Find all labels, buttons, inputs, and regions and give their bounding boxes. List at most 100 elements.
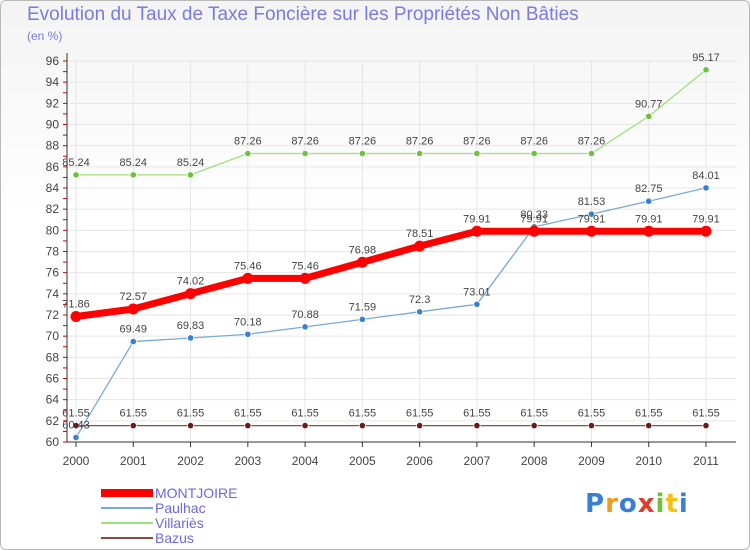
y-tick-label: 94 [46, 75, 60, 89]
data-label: 90.77 [635, 98, 663, 110]
data-point [358, 149, 366, 158]
data-label: 61.55 [234, 408, 262, 420]
data-label: 61.55 [520, 408, 548, 420]
data-label: 72.57 [120, 291, 148, 303]
data-point [301, 323, 309, 331]
x-tick-label: 2004 [292, 454, 319, 468]
data-point [416, 421, 424, 430]
data-point [414, 240, 426, 252]
legend-swatch-paulhac [101, 507, 153, 509]
data-label: 69.49 [120, 324, 148, 336]
x-tick-label: 2006 [406, 454, 433, 468]
data-point [473, 300, 481, 308]
data-point [530, 421, 538, 430]
data-label: 70.88 [291, 309, 319, 321]
series-line [75, 69, 707, 176]
chart-title: Evolution du Taux de Taxe Foncière sur l… [27, 4, 579, 25]
legend-label: Villariès [155, 515, 204, 531]
data-point [643, 225, 655, 237]
y-tick-label: 66 [46, 372, 60, 386]
legend-swatch-bazus [101, 537, 153, 539]
data-point [645, 197, 653, 205]
data-label: 85.24 [177, 157, 205, 169]
series-line [75, 187, 707, 439]
data-point [186, 334, 195, 342]
x-tick-label: 2007 [464, 454, 491, 468]
data-point [587, 210, 596, 218]
data-label: 87.26 [291, 135, 319, 147]
data-point [471, 225, 483, 237]
data-label: 79.91 [635, 213, 663, 225]
data-point [645, 421, 653, 430]
data-label: 72.3 [409, 294, 430, 306]
legend-label: Paulhac [155, 500, 206, 516]
y-tick-label: 76 [46, 266, 60, 280]
data-point [244, 149, 252, 158]
data-label: 85.24 [120, 157, 148, 169]
data-point [585, 225, 597, 237]
data-point [301, 421, 309, 430]
data-label: 82.75 [635, 183, 663, 195]
data-label: 84.01 [692, 170, 720, 182]
data-point [473, 421, 481, 430]
data-label: 79.91 [692, 213, 720, 225]
data-label: 75.46 [291, 260, 319, 272]
data-point [528, 225, 540, 237]
x-tick-label: 2008 [521, 454, 548, 468]
data-label: 61.55 [291, 408, 319, 420]
y-tick-label: 96 [46, 54, 60, 68]
data-point [129, 337, 137, 346]
data-label: 79.91 [578, 213, 606, 225]
data-label: 79.91 [463, 213, 491, 225]
data-label: 71.86 [62, 298, 90, 310]
data-label: 69.83 [177, 320, 205, 332]
x-tick-label: 2001 [120, 454, 147, 468]
legend-label: MONTJOIRE [155, 485, 238, 501]
data-point [702, 184, 710, 192]
data-point [358, 421, 366, 430]
data-label: 78.51 [406, 228, 434, 240]
y-tick-label: 64 [46, 393, 60, 407]
data-label: 87.26 [349, 135, 377, 147]
data-label: 87.26 [520, 135, 548, 147]
data-label: 61.55 [349, 408, 377, 420]
data-point [242, 272, 254, 284]
data-label: 61.55 [692, 408, 720, 420]
series-line [72, 227, 710, 320]
x-tick-label: 2011 [693, 454, 719, 468]
data-label: 95.17 [692, 52, 720, 64]
data-label: 87.26 [463, 135, 491, 147]
data-point [70, 310, 82, 322]
data-label: 61.55 [578, 408, 606, 420]
data-label: 75.46 [234, 260, 262, 272]
proxiti-logo: Proxiti [585, 489, 689, 519]
data-label: 80.33 [520, 209, 548, 221]
legend-label: Bazus [155, 530, 194, 546]
y-tick-label: 74 [46, 287, 60, 301]
data-label: 61.55 [406, 408, 434, 420]
data-point [473, 149, 481, 158]
data-label: 74.02 [177, 276, 205, 288]
data-point [702, 66, 710, 74]
data-point [186, 171, 195, 179]
data-point [700, 225, 712, 237]
data-label: 85.24 [62, 157, 90, 169]
y-tick-label: 68 [46, 350, 60, 364]
y-tick-label: 86 [46, 160, 60, 174]
data-label: 61.55 [62, 408, 90, 420]
data-point [530, 149, 538, 158]
y-tick-label: 92 [46, 96, 60, 110]
data-label: 76.98 [349, 244, 377, 256]
data-point [244, 330, 252, 338]
y-tick-label: 88 [46, 139, 60, 153]
data-point [299, 272, 311, 284]
legend-swatch-montjoire [101, 489, 153, 497]
legend-swatch-villaries [101, 522, 153, 524]
data-point [587, 149, 596, 158]
data-point [244, 421, 252, 430]
data-point [356, 256, 368, 268]
data-point [301, 149, 309, 158]
x-tick-label: 2010 [635, 454, 662, 468]
data-label: 61.55 [177, 408, 205, 420]
